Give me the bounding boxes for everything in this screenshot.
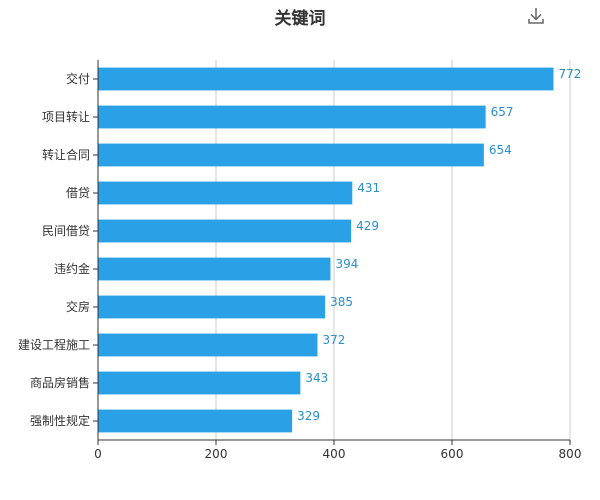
bar [98,295,326,319]
bar [98,143,484,167]
download-icon[interactable] [526,6,546,26]
x-tick-label: 200 [205,447,228,461]
data-label: 329 [297,409,320,423]
chart-title: 关键词 [274,9,326,29]
bars [98,67,554,433]
category-label: 违约金 [54,261,90,276]
data-label: 372 [322,333,345,347]
bar [98,257,331,281]
labels: 0 200 400 600 800 交付 772 项目转让 657 转让合同 654 借贷 431 民间借… [18,67,581,461]
bar [98,67,554,91]
category-label: 强制性规定 [30,413,90,428]
x-tick-label: 400 [323,447,346,461]
data-label: 657 [491,105,514,119]
data-label: 343 [305,371,328,385]
data-label: 654 [489,143,512,157]
bar [98,219,352,243]
data-label: 772 [558,67,581,81]
category-label: 借贷 [66,186,90,200]
x-tick-label: 0 [94,447,102,461]
category-label: 项目转让 [42,109,90,124]
category-label: 商品房销售 [30,375,90,390]
category-label: 交房 [66,299,90,314]
data-label: 429 [356,219,379,233]
category-label: 转让合同 [42,147,90,162]
bar [98,105,486,129]
bar [98,333,318,357]
x-tick-label: 600 [441,447,464,461]
x-tick-label: 800 [559,447,582,461]
bar [98,409,293,433]
axes [93,60,571,445]
category-label: 建设工程施工 [18,337,90,352]
bar [98,371,301,395]
data-label: 394 [335,257,358,271]
data-label: 431 [357,181,380,195]
category-label: 民间借贷 [42,224,90,238]
data-label: 385 [330,295,353,309]
category-label: 交付 [66,71,90,86]
bar [98,181,353,205]
